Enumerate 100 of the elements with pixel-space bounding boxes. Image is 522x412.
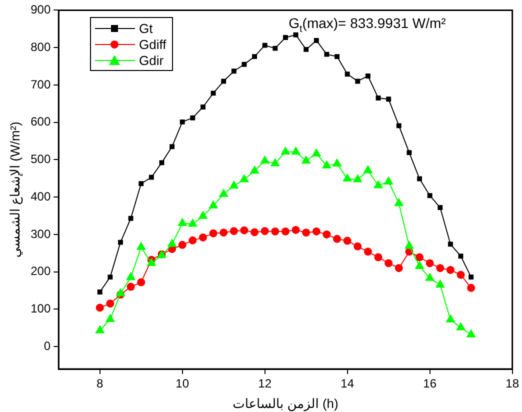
point	[304, 46, 309, 52]
point	[322, 160, 332, 168]
point	[314, 38, 319, 43]
point	[301, 155, 311, 164]
point	[404, 240, 414, 249]
point	[396, 123, 402, 128]
point	[218, 188, 228, 197]
point	[178, 218, 188, 226]
point	[354, 242, 362, 250]
point	[260, 227, 269, 236]
point	[138, 181, 144, 186]
point	[324, 52, 330, 57]
point	[188, 218, 198, 227]
point	[170, 144, 175, 150]
point	[250, 228, 259, 236]
point	[272, 46, 278, 51]
point	[438, 205, 443, 210]
point	[229, 180, 239, 189]
point	[291, 146, 301, 155]
point	[322, 230, 331, 238]
point	[167, 238, 177, 247]
point	[118, 240, 123, 245]
point	[126, 272, 136, 280]
point	[333, 234, 342, 243]
x-axis-title: الزمن بالساعات (h)	[232, 396, 338, 412]
point	[456, 322, 466, 330]
point	[363, 165, 373, 174]
x-tick-label: 14	[340, 376, 354, 391]
point	[221, 78, 226, 84]
y-tick-label: 200	[30, 264, 51, 278]
point	[352, 174, 362, 182]
point	[239, 174, 249, 182]
y-tick-label: 400	[30, 189, 51, 204]
point	[342, 173, 352, 182]
point	[394, 198, 404, 206]
point	[188, 236, 197, 244]
point	[426, 259, 434, 268]
point	[281, 227, 290, 236]
point	[384, 176, 394, 184]
point	[332, 158, 342, 167]
point	[180, 119, 185, 124]
point	[302, 228, 310, 237]
point	[344, 72, 350, 77]
point	[365, 74, 370, 78]
point	[468, 274, 474, 280]
point	[406, 150, 412, 156]
point	[427, 193, 432, 198]
point	[343, 236, 352, 245]
point	[435, 279, 445, 288]
point	[271, 227, 280, 236]
point	[198, 233, 207, 242]
point	[394, 264, 403, 272]
point	[96, 304, 104, 312]
point	[416, 253, 424, 262]
point	[334, 54, 340, 60]
point	[190, 115, 196, 120]
point	[128, 216, 134, 221]
x-tick-label: 16	[423, 376, 437, 391]
point	[466, 329, 476, 338]
legend-label: Gdiff	[139, 36, 166, 52]
point	[467, 284, 476, 292]
point	[446, 266, 454, 274]
y-tick-label: 700	[30, 77, 51, 92]
point	[312, 227, 320, 236]
point	[106, 300, 114, 308]
point	[136, 242, 146, 250]
y-tick-label: 100	[30, 302, 51, 316]
point	[448, 242, 453, 247]
point	[159, 160, 164, 166]
point	[374, 253, 382, 262]
y-axis-title: الإشعاع الشمسي (W/m²)	[7, 122, 24, 258]
point	[386, 96, 392, 102]
y-tick-label: 0	[44, 338, 51, 353]
legend-label: Gt	[139, 20, 153, 36]
point	[105, 314, 115, 322]
y-tick-label: 300	[30, 226, 51, 241]
point	[376, 96, 381, 101]
point	[231, 68, 236, 74]
point	[148, 174, 154, 180]
point	[262, 42, 268, 48]
x-tick-label: 8	[96, 376, 104, 391]
x-tick-label: 18	[506, 376, 520, 391]
point	[97, 290, 102, 294]
point	[425, 272, 435, 281]
point	[209, 229, 218, 238]
point	[230, 227, 238, 236]
point	[283, 35, 288, 40]
point	[252, 54, 258, 60]
y-tick-label: 600	[30, 114, 51, 129]
x-tick-label: 10	[176, 376, 190, 391]
point	[458, 254, 464, 259]
point	[220, 228, 228, 237]
point	[137, 278, 146, 286]
point	[436, 264, 444, 272]
point	[446, 314, 456, 322]
x-tick-label: 12	[258, 376, 272, 391]
point	[414, 260, 424, 269]
point	[210, 90, 216, 96]
point	[250, 165, 260, 174]
point	[374, 180, 384, 188]
